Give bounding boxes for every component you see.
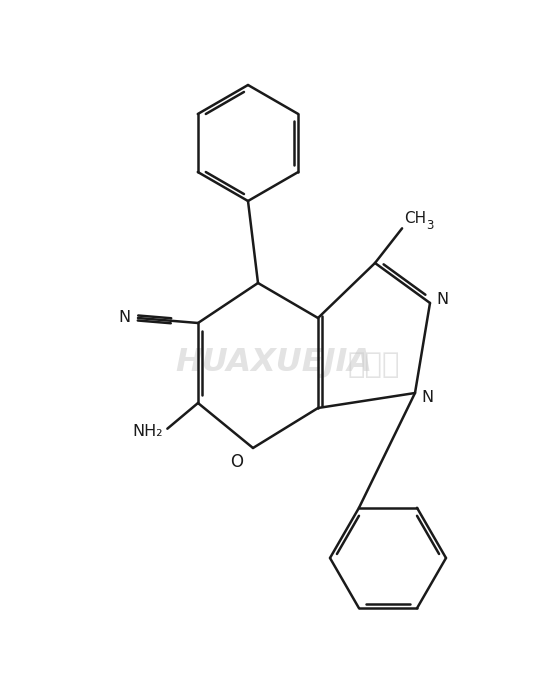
Text: NH₂: NH₂: [133, 424, 164, 439]
Text: N: N: [118, 309, 130, 325]
Text: 化学加: 化学加: [348, 351, 400, 379]
Text: O: O: [231, 453, 244, 471]
Text: CH: CH: [404, 211, 426, 226]
Text: 3: 3: [426, 219, 433, 233]
Text: N: N: [436, 291, 448, 307]
Text: HUAXUEJIA: HUAXUEJIA: [175, 347, 372, 378]
Text: N: N: [421, 390, 433, 405]
